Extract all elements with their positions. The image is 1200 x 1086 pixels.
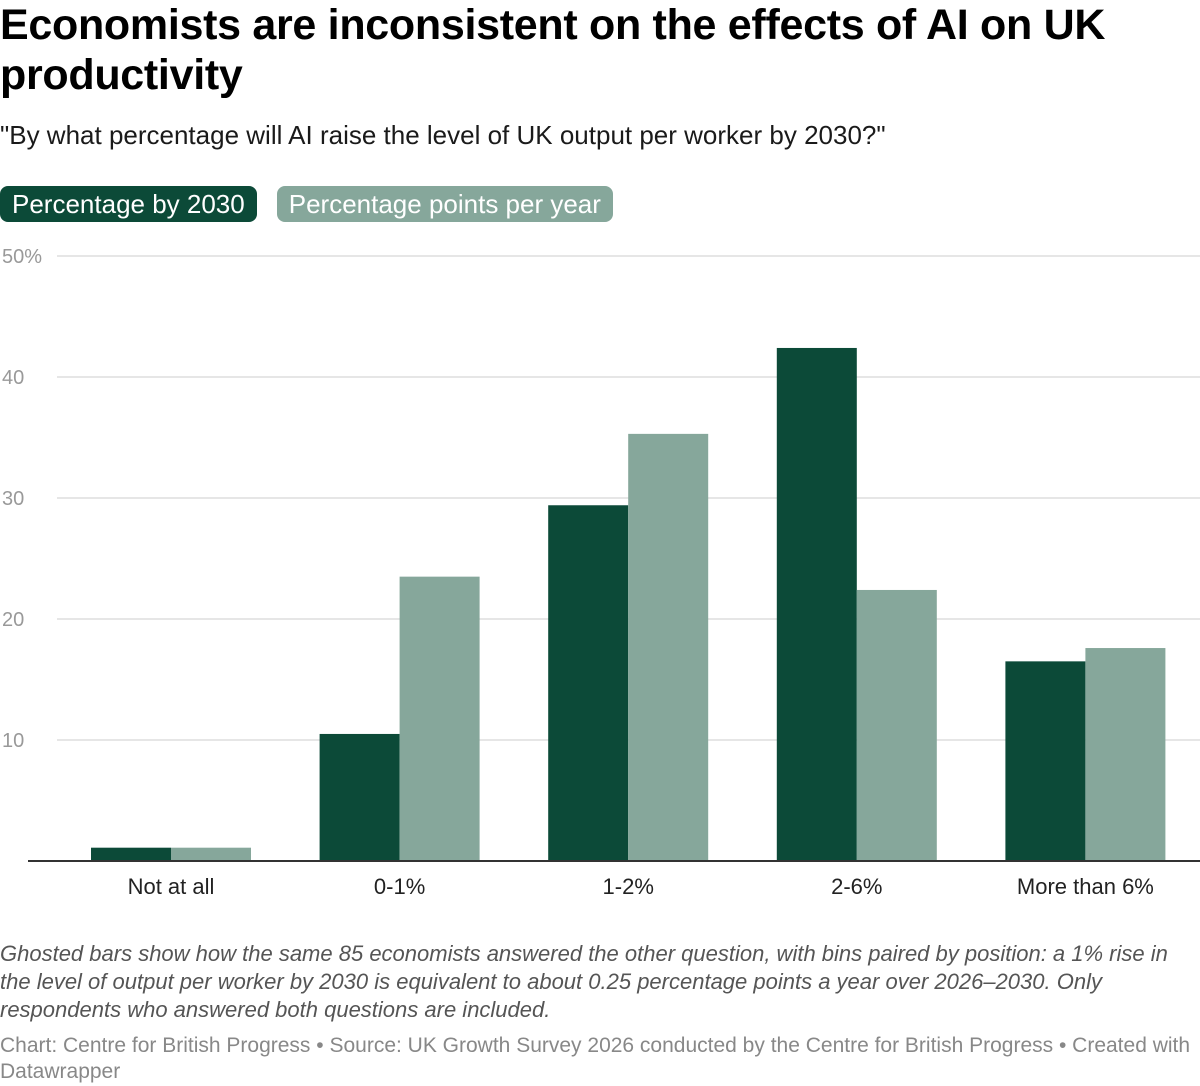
y-tick-label: 40 <box>2 367 24 389</box>
legend: Percentage by 2030 Percentage points per… <box>0 186 613 222</box>
y-tick-label: 20 <box>2 609 24 631</box>
y-tick-label: 10 <box>2 730 24 752</box>
bar-percentage-points-per-year <box>399 576 480 861</box>
x-tick-label: 1-2% <box>603 874 654 899</box>
bar-percentage-by-2030 <box>319 733 400 861</box>
bar-percentage-by-2030 <box>776 347 857 862</box>
y-tick-label: 30 <box>2 488 24 510</box>
bar-percentage-by-2030 <box>548 505 629 861</box>
bar-percentage-by-2030 <box>1005 661 1086 861</box>
legend-item-percentage-by-2030: Percentage by 2030 <box>0 186 257 222</box>
bar-percentage-by-2030 <box>91 847 171 861</box>
chart-source: Chart: Centre for British Progress • Sou… <box>0 1034 1191 1083</box>
x-tick-label: More than 6% <box>1017 874 1154 899</box>
bar-percentage-points-per-year <box>1085 648 1166 861</box>
x-tick-label: Not at all <box>128 874 215 899</box>
x-tick-label: 0-1% <box>374 874 425 899</box>
chart-notes: Ghosted bars show how the same 85 econom… <box>0 941 1168 1022</box>
legend-item-percentage-points-per-year: Percentage points per year <box>276 186 613 222</box>
bar-percentage-points-per-year <box>856 589 937 861</box>
chart-subtitle: "By what percentage will AI raise the le… <box>0 120 886 150</box>
bar-chart: 10 20 30 40 50% Not at all 0-1% 1-2% 2-6% More th… <box>2 246 1200 899</box>
bar-percentage-points-per-year <box>171 847 251 861</box>
bar-percentage-points-per-year <box>628 433 709 861</box>
x-tick-label: 2-6% <box>831 874 882 899</box>
chart-title: Economists are inconsistent on the effec… <box>0 1 1106 99</box>
y-tick-label: 50% <box>2 246 42 268</box>
